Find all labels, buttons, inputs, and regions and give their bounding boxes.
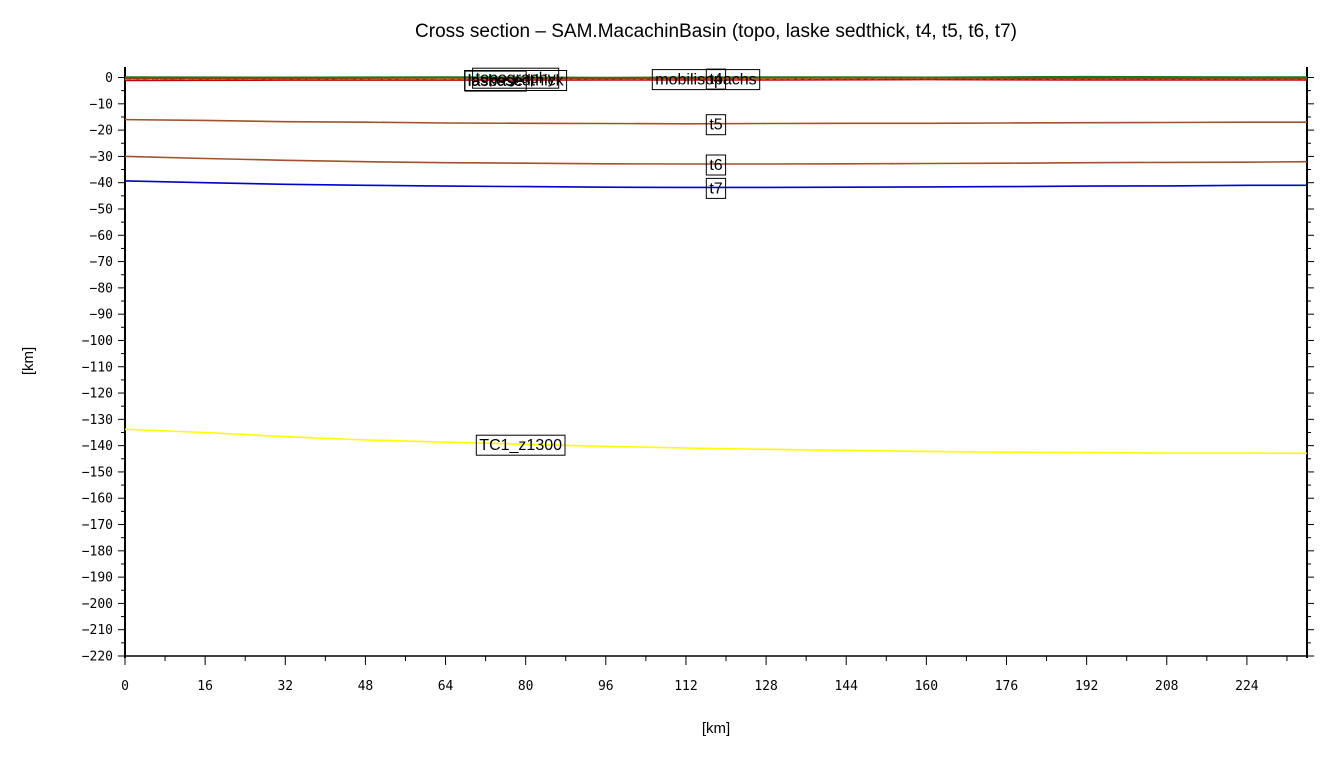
x-tick-label: 16 bbox=[197, 679, 213, 694]
y-tick-label: −160 bbox=[82, 492, 113, 507]
x-tick-label: 32 bbox=[277, 679, 293, 694]
series-label-t5: t5 bbox=[705, 114, 727, 136]
x-axis: 0 16 32 48 64 80 96 112 128 144 160 176 192 208 224 bbox=[121, 656, 1288, 694]
series-label-text: t4 bbox=[709, 71, 722, 88]
y-tick-label: −100 bbox=[82, 334, 113, 349]
series-label-t4: t4 bbox=[705, 68, 727, 90]
series-label-box bbox=[705, 114, 727, 136]
x-tick-label: 48 bbox=[358, 679, 374, 694]
y-tick-label: −50 bbox=[90, 202, 113, 217]
series-label-box bbox=[464, 70, 527, 92]
y-tick-label: −170 bbox=[82, 518, 113, 533]
series-label-t7: t7 bbox=[705, 177, 727, 199]
series-label-box bbox=[705, 68, 727, 90]
series-line-tc1-z1300 bbox=[124, 428, 1308, 455]
y-tick-label: −90 bbox=[90, 308, 113, 323]
y-tick-label: −60 bbox=[90, 229, 113, 244]
x-tick-label: 96 bbox=[598, 679, 614, 694]
x-tick-label: 176 bbox=[995, 679, 1018, 694]
series-label-box bbox=[472, 67, 560, 89]
x-tick-label: 64 bbox=[438, 679, 454, 694]
y-tick-label: −70 bbox=[90, 255, 113, 270]
y-tick-label: −120 bbox=[82, 387, 113, 402]
x-tick-label: 80 bbox=[518, 679, 534, 694]
series-label-text: laskesedthick bbox=[468, 73, 565, 90]
y-tick-label: −20 bbox=[90, 124, 113, 139]
plot-frame bbox=[124, 67, 1308, 658]
y-tick-label: −80 bbox=[90, 281, 113, 296]
x-tick-label: 192 bbox=[1075, 679, 1098, 694]
x-tick-label: 208 bbox=[1155, 679, 1178, 694]
y-tick-label: −150 bbox=[82, 465, 113, 480]
y-axis-title: [km] bbox=[20, 347, 37, 375]
y-tick-label: −40 bbox=[90, 176, 113, 191]
series-line-lasbase bbox=[124, 78, 1307, 82]
y-tick-label: −200 bbox=[82, 597, 113, 612]
series-line-topography bbox=[124, 75, 1307, 79]
y-axis: 0 −10 −20 −30 −40 −50 −60 −70 −80 −90 −100 −110 −120… bbox=[82, 71, 1314, 665]
y-tick-label: −210 bbox=[82, 623, 113, 638]
series-label-text: lasbase bbox=[468, 73, 523, 90]
series-label-t6: t6 bbox=[705, 154, 727, 176]
series-label-lasbase: lasbase bbox=[464, 70, 527, 92]
series-label-tc1-z1300: TC1_z1300 bbox=[475, 434, 566, 456]
y-tick-label: −220 bbox=[82, 650, 113, 665]
series-label-text: t7 bbox=[709, 180, 722, 197]
series-label-text: t5 bbox=[709, 117, 722, 134]
x-axis-title: [km] bbox=[702, 720, 730, 737]
series-label-box bbox=[705, 177, 727, 199]
y-tick-label: −130 bbox=[82, 413, 113, 428]
x-tick-label: 0 bbox=[121, 679, 129, 694]
y-tick-label: −30 bbox=[90, 150, 113, 165]
series-label-text: TC1_z1300 bbox=[479, 437, 562, 454]
y-tick-label: −10 bbox=[90, 97, 113, 112]
series-label-box bbox=[705, 154, 727, 176]
x-tick-label: 112 bbox=[674, 679, 697, 694]
x-tick-label: 128 bbox=[754, 679, 777, 694]
y-tick-label: 0 bbox=[105, 71, 113, 86]
x-tick-label: 160 bbox=[915, 679, 938, 694]
chart-title: Cross section – SAM.MacachinBasin (topo,… bbox=[415, 21, 1017, 42]
y-tick-label: −110 bbox=[82, 360, 113, 375]
y-tick-label: −140 bbox=[82, 439, 113, 454]
y-tick-label: −180 bbox=[82, 544, 113, 559]
x-tick-label: 224 bbox=[1235, 679, 1259, 694]
x-tick-label: 144 bbox=[834, 679, 858, 694]
series-label-text: t6 bbox=[709, 157, 722, 174]
y-tick-label: −190 bbox=[82, 571, 113, 586]
series-label-text: topography bbox=[476, 70, 556, 87]
series-label-box bbox=[475, 434, 566, 456]
series-label-topography: topography bbox=[472, 67, 560, 89]
